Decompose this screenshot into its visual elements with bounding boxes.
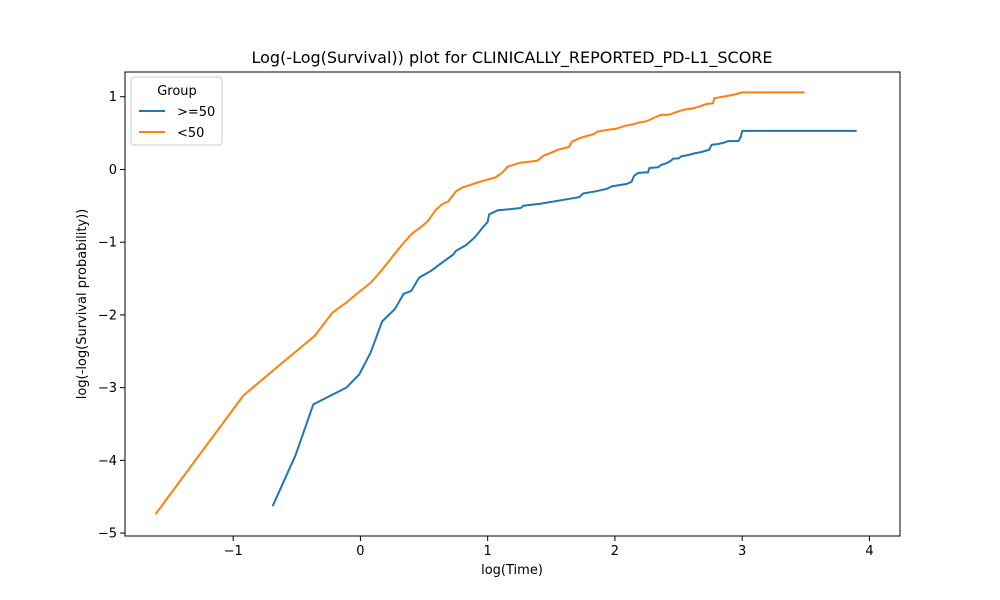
y-tick-label: −4 [98,454,117,469]
y-tick-label: −3 [98,381,117,396]
y-tick-label: 0 [109,163,117,178]
x-tick-label: 0 [356,544,364,559]
y-tick-label: −2 [98,308,117,323]
y-tick-label: 1 [109,90,117,105]
x-tick-label: −1 [224,544,243,559]
x-tick-label: 1 [484,544,492,559]
x-tick-label: 3 [738,544,746,559]
ticks-layer: −1 0 1 2 3 4 1 0 −1 −2 −3 −4 −5 [98,90,874,559]
y-axis-label: log(-log(Survival probability)) [75,209,90,400]
chart-title: Log(-Log(Survival)) plot for CLINICALLY_… [251,48,772,68]
y-tick-label: −1 [98,236,117,251]
series-layer [154,91,857,515]
y-tick-label: −5 [98,527,117,542]
legend-title: Group [157,84,197,99]
legend-box [130,76,223,146]
legend: Group >=50 <50 [130,76,223,146]
legend-label-series-0: >=50 [177,105,215,120]
series-line-1 [154,91,805,515]
x-axis-label: log(Time) [481,563,543,578]
x-tick-label: 2 [611,544,619,559]
legend-label-series-1: <50 [177,126,204,141]
x-tick-label: 4 [865,544,873,559]
series-line-0 [271,129,857,507]
plot-frame [124,71,901,537]
